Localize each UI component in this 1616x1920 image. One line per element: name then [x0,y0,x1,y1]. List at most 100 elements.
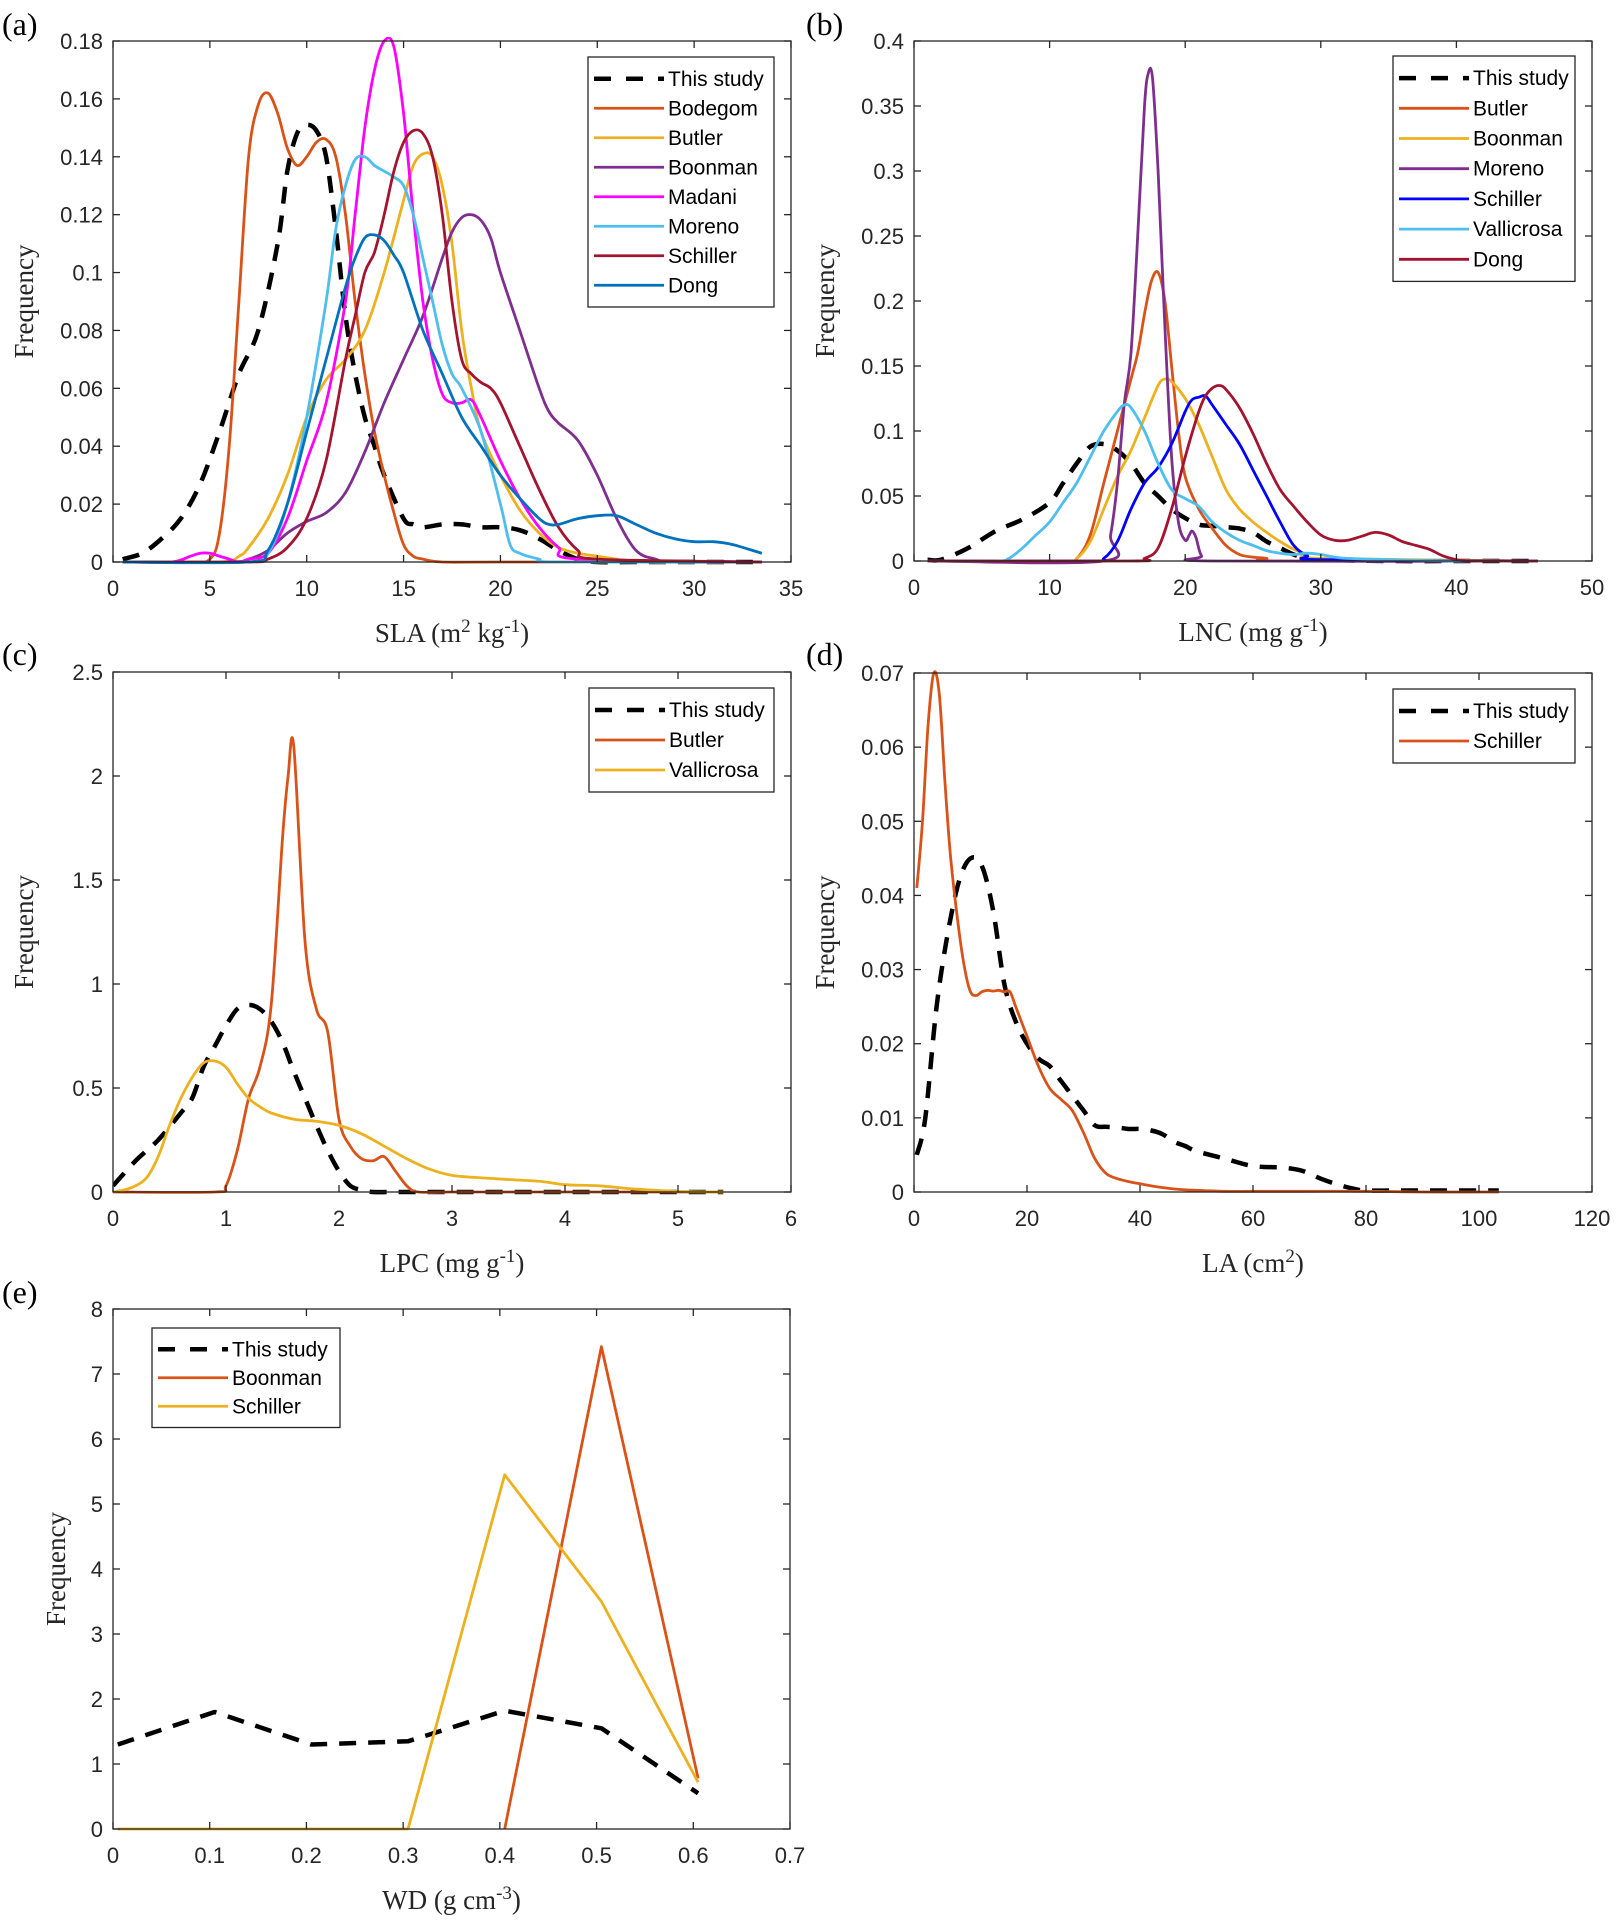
panel-a: (a) 0 5 10 15 20 25 30 35 0 0.02 0.04 0.06 0.08 0.1 0.1… [2,6,803,648]
x-tick-label: 20 [488,576,512,601]
legend: This study Butler Vallicrosa [588,687,775,793]
x-tick-label: 60 [1241,1206,1265,1231]
y-tick-label: 0.03 [861,958,904,983]
x-tick-label: 15 [391,576,415,601]
legend-label: This study [668,68,764,91]
legend-label: Dong [1473,248,1523,271]
legend-item: This study [158,1338,328,1361]
y-tick-label: 0.1 [873,419,904,444]
x-tick-label: 80 [1354,1206,1378,1231]
legend-label: Butler [669,729,724,752]
panel-label: (d) [806,636,843,672]
legend-item: Butler [594,127,723,150]
series-line-this-study [117,1708,700,1796]
series-line-boonman [503,1345,700,1830]
y-tick-label: 0.35 [861,94,904,119]
panel-d: (d) 0 20 40 60 80 100 120 0 0.01 0.02 0.03 0.04 0.05 0… [806,636,1610,1278]
x-tick-label: 0 [107,1843,119,1868]
legend-item: Schiller [1399,730,1542,753]
y-axis-label: Frequency [41,1512,71,1626]
legend-item: Boonman [594,156,758,179]
legend-item: This study [1399,67,1569,90]
y-tick-label: 4 [91,1557,103,1582]
legend-item: Vallicrosa [1399,218,1563,241]
legend-label: Bodegom [668,97,758,120]
panel-b: (b) 0 10 20 30 40 50 0 0.05 0.1 0.15 0.2 0.25 0.3 0.35… [806,6,1604,647]
y-axis-label: Frequency [9,875,39,989]
legend-label: This study [232,1338,328,1361]
legend-item: Moreno [594,215,739,238]
legend-label: Dong [668,274,718,297]
y-tick-label: 2.5 [72,660,103,685]
x-axis-label: LNC (mg g-1) [1178,615,1327,648]
x-tick-label: 10 [1037,575,1061,600]
y-tick-label: 0.07 [861,661,904,686]
x-tick-label: 3 [446,1206,458,1231]
y-tick-label: 1 [91,1752,103,1777]
series-line-vallicrosa [927,403,1538,563]
legend: This study Bodegom Butler Boonman Madani More… [587,56,775,308]
series-line-schiller [122,128,762,564]
series-line-butler [113,736,724,1194]
series-line-bodegom [122,91,762,564]
legend-item: Bodegom [594,97,758,120]
y-tick-label: 0.06 [861,735,904,760]
y-tick-label: 0.05 [861,809,904,834]
x-tick-label: 5 [672,1206,684,1231]
x-tick-label: 0 [908,575,920,600]
series-line-this-study [914,855,1499,1193]
x-tick-label: 0.5 [581,1843,612,1868]
legend-item: Schiller [594,245,737,268]
x-tick-label: 0 [107,1206,119,1231]
x-tick-label: 6 [785,1206,797,1231]
y-tick-label: 0.02 [60,492,103,517]
x-tick-label: 0.7 [775,1843,806,1868]
panel-c: (c) 0 1 2 3 4 5 6 0 0.5 1 1.5 2 2.5 LPC (mg g-1) Freque… [2,636,797,1278]
x-tick-label: 20 [1015,1206,1039,1231]
legend: This study Boonman Schiller [151,1327,341,1429]
series-line-schiller [117,1473,700,1831]
y-tick-label: 0.12 [60,203,103,228]
legend: This study Schiller [1392,688,1576,764]
x-tick-label: 25 [585,576,609,601]
y-tick-label: 0.18 [60,29,103,54]
legend-item: Dong [1399,248,1523,271]
y-tick-label: 7 [91,1362,103,1387]
x-tick-label: 2 [333,1206,345,1231]
y-tick-label: 0.4 [873,29,904,54]
series-line-boonman [122,213,762,564]
y-tick-label: 0.3 [873,159,904,184]
plot-area [113,736,724,1195]
plot-area [122,37,763,565]
series-line-boonman [927,377,1538,563]
series-line-moreno [927,66,1538,565]
legend-label: Vallicrosa [669,759,759,782]
x-tick-label: 0.3 [388,1843,419,1868]
legend-item: This study [595,699,765,722]
legend-label: Moreno [1473,158,1544,181]
panel-e: (e) 0 0.1 0.2 0.3 0.4 0.5 0.6 0.7 0 1 2 3 4 5 6 7 8 WD (g … [2,1274,805,1915]
legend-item: Schiller [1399,188,1542,211]
x-axis-label: LA (cm2) [1202,1246,1304,1279]
series-line-dong [927,384,1538,563]
y-tick-label: 0.06 [60,376,103,401]
series-line-schiller [927,394,1538,563]
y-tick-label: 1 [91,972,103,997]
x-tick-label: 100 [1461,1206,1498,1231]
series-line-vallicrosa [113,1059,724,1194]
legend-item: Butler [1399,97,1528,120]
x-axis-label: WD (g cm-3) [382,1883,521,1916]
legend-label: Vallicrosa [1473,218,1563,241]
y-tick-label: 6 [91,1427,103,1452]
x-tick-label: 20 [1173,575,1197,600]
legend-item: Schiller [158,1395,301,1418]
legend-item: Dong [594,274,718,297]
legend: This study Butler Boonman Moreno Schiller Val… [1392,55,1576,283]
series-line-madani [122,37,762,564]
y-tick-label: 0 [91,550,103,575]
y-tick-label: 0 [91,1180,103,1205]
x-tick-label: 40 [1128,1206,1152,1231]
y-axis-label: Frequency [9,244,39,358]
panel-label: (a) [2,6,38,42]
legend-item: This study [1399,700,1569,723]
